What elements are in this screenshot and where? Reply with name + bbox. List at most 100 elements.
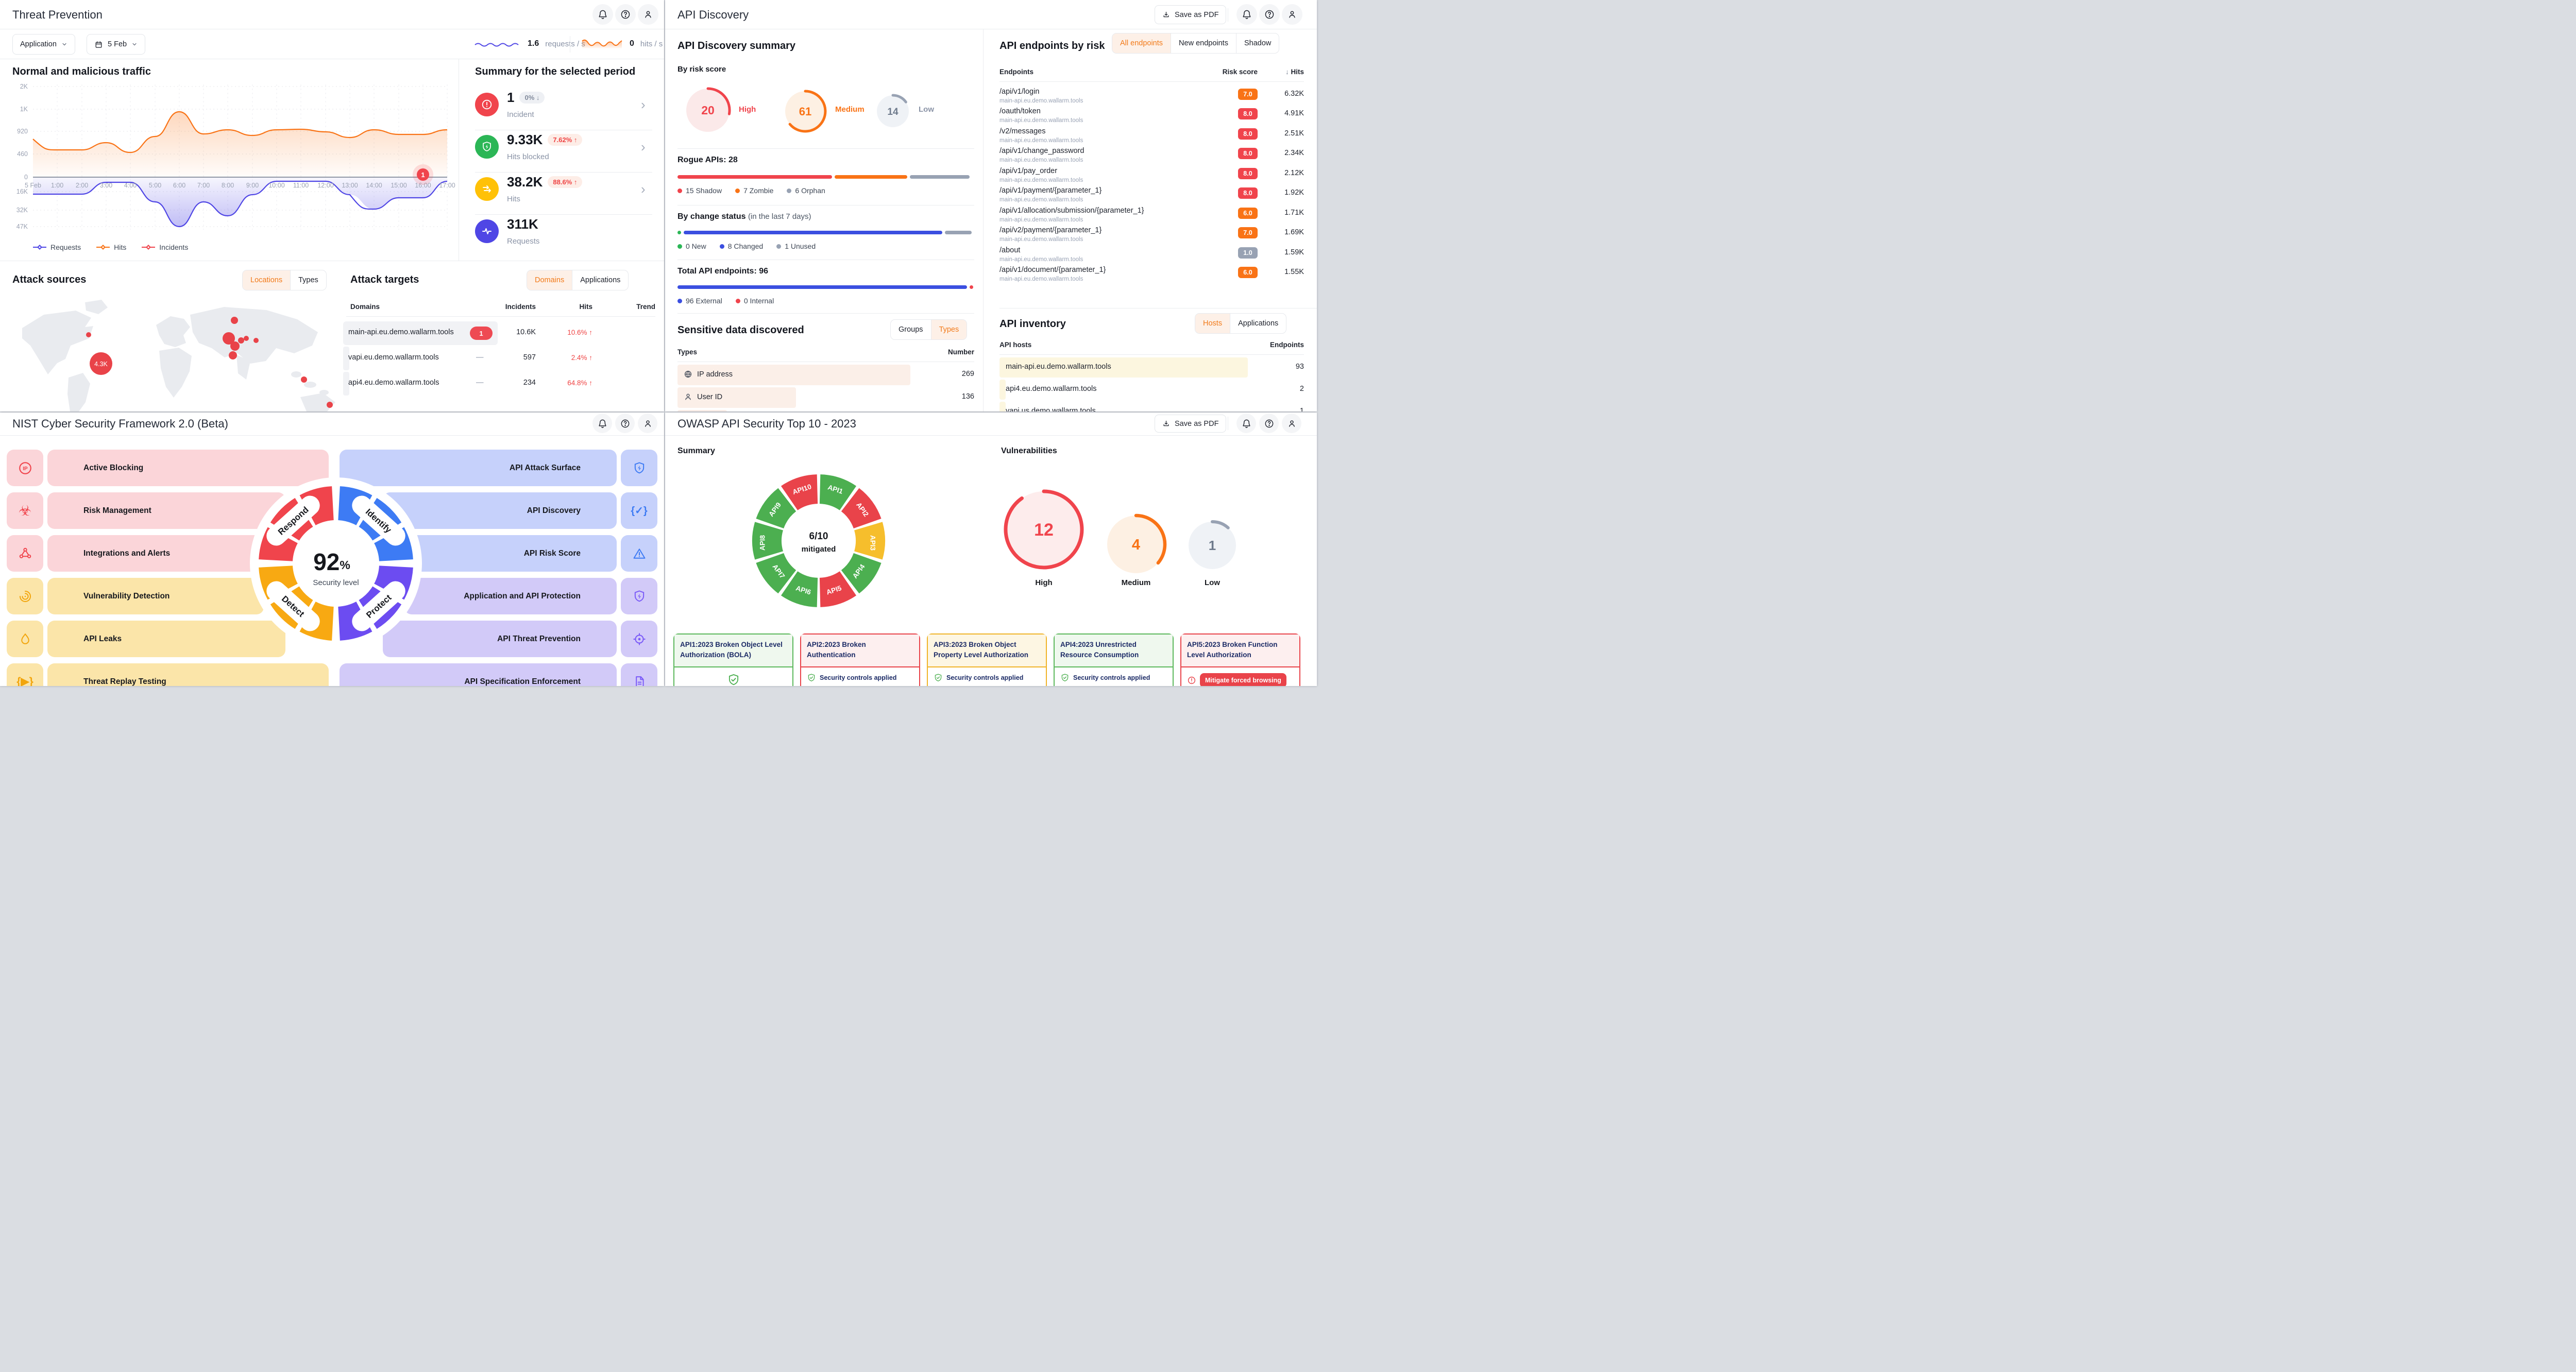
inventory-row[interactable]: main-api.eu.demo.wallarm.tools 93: [999, 357, 1304, 378]
hits-rate-value: 0: [630, 39, 634, 48]
vuln-low-label: Low: [1205, 578, 1220, 587]
target-trend: 2.4% ↑: [571, 354, 592, 362]
help-button[interactable]: [1259, 414, 1279, 433]
risk-medium-donut: 61: [785, 90, 827, 133]
tab-applications[interactable]: Applications: [1230, 314, 1286, 333]
attack-source-dots[interactable]: 4.3K: [86, 317, 333, 408]
tab-hosts[interactable]: Hosts: [1195, 314, 1230, 333]
svg-text:0: 0: [24, 174, 28, 181]
card-status: Security controls applied: [946, 674, 1024, 681]
sensitive-row-ip[interactable]: IP address 269: [677, 365, 974, 385]
nist-item-risk-management[interactable]: Risk Management: [47, 492, 285, 529]
help-icon: [621, 10, 630, 19]
profile-button[interactable]: [1282, 4, 1302, 25]
inventory-count: 1: [1299, 407, 1304, 411]
nist-item-api-discovery[interactable]: API Discovery: [383, 492, 617, 529]
risk-score-label: By risk score: [677, 65, 726, 74]
endpoints-tabs: All endpoints New endpoints Shadow: [1112, 33, 1280, 54]
tab-groups[interactable]: Groups: [899, 325, 923, 334]
target-incidents: 10.6K: [516, 328, 536, 336]
nist-item-threat-replay[interactable]: Threat Replay Testing: [47, 663, 329, 686]
nist-item-api-attack-surface[interactable]: API Attack Surface: [340, 450, 617, 486]
security-score: 92%: [313, 548, 350, 575]
summary-item-incident[interactable]: 1 0% ↓ Incident ›: [475, 88, 652, 130]
risk-low-label: Low: [919, 105, 934, 114]
help-button[interactable]: [615, 4, 636, 25]
attack-sources-map: 4.3K: [22, 300, 335, 411]
sensitive-row-userid[interactable]: User ID 136: [677, 387, 974, 408]
tab-types[interactable]: Types: [930, 320, 967, 339]
svg-text:4:00: 4:00: [124, 182, 137, 189]
tab-shadow[interactable]: Shadow: [1235, 33, 1279, 53]
security-score-label: Security level: [313, 578, 359, 587]
owasp-card-api1[interactable]: API1:2023 Broken Object Level Authorizat…: [673, 633, 793, 686]
help-button[interactable]: [615, 414, 635, 433]
vulnerabilities-label: Vulnerabilities: [1001, 447, 1057, 455]
target-trend: 64.8% ↑: [567, 379, 592, 387]
nist-item-api-leaks[interactable]: API Leaks: [47, 621, 285, 657]
tab-types[interactable]: Types: [290, 270, 326, 290]
owasp-card-api3[interactable]: API3:2023 Broken Object Property Level A…: [927, 633, 1047, 686]
application-filter[interactable]: Application: [12, 34, 75, 55]
tab-applications[interactable]: Applications: [572, 270, 628, 290]
svg-text:1K: 1K: [20, 106, 28, 113]
svg-text:4: 4: [1132, 537, 1140, 553]
sensitive-row-password[interactable]: Password 55: [677, 410, 974, 411]
help-button[interactable]: [1259, 4, 1280, 25]
traffic-chart: 2K 1K 920 460 0 16K 32K 47K 5 Feb 1:00 2:0…: [16, 83, 455, 230]
attack-target-row[interactable]: vapi.eu.demo.wallarm.tools — 597 2.4% ↑: [343, 347, 658, 370]
nist-item-api-threat-prevention[interactable]: API Threat Prevention: [383, 621, 617, 657]
nist-item-active-blocking[interactable]: Active Blocking: [47, 450, 329, 486]
profile-button[interactable]: [1282, 414, 1301, 433]
attack-target-row[interactable]: main-api.eu.demo.wallarm.tools 1 10.6K 1…: [343, 321, 658, 345]
owasp-card-api5[interactable]: API5:2023 Broken Function Level Authoriz…: [1180, 633, 1300, 686]
col-hits-sorted[interactable]: ↓ Hits: [1285, 68, 1304, 76]
nist-item-app-api-protection[interactable]: Application and API Protection: [404, 578, 617, 614]
nist-item-api-risk-score[interactable]: API Risk Score: [404, 535, 617, 572]
save-pdf-button[interactable]: Save as PDF: [1155, 415, 1227, 433]
attack-sources-title: Attack sources: [12, 274, 87, 285]
inventory-count: 93: [1295, 363, 1304, 371]
save-pdf-button[interactable]: Save as PDF: [1155, 5, 1227, 24]
incident-marker[interactable]: 1: [413, 164, 433, 185]
notifications-button[interactable]: [1236, 414, 1256, 433]
owasp-card-api4[interactable]: API4:2023 Unrestricted Resource Consumpt…: [1054, 633, 1174, 686]
replay-braces-icon: {▶}: [16, 676, 33, 686]
hits-blocked-label: Hits blocked: [507, 152, 549, 161]
api-discovery-icon-box: {✓}: [621, 492, 657, 529]
inventory-row[interactable]: vapi.us.demo.wallarm.tools 1: [999, 402, 1304, 411]
profile-button[interactable]: [638, 414, 657, 433]
summary-item-hits[interactable]: 38.2K 88.6% ↑ Hits ›: [475, 172, 652, 214]
tab-all-endpoints[interactable]: All endpoints: [1112, 33, 1171, 53]
incident-dash: —: [476, 353, 484, 362]
svg-text:14:00: 14:00: [366, 182, 382, 189]
notifications-button[interactable]: [1236, 4, 1257, 25]
owasp-card-api2[interactable]: API2:2023 Broken Authentication Security…: [800, 633, 920, 686]
tab-domains[interactable]: Domains: [527, 270, 572, 290]
legend-requests[interactable]: Requests: [33, 243, 81, 251]
date-filter[interactable]: 5 Feb: [87, 34, 146, 55]
shield-bolt-icon: [634, 461, 644, 473]
attack-target-row[interactable]: api4.eu.demo.wallarm.tools — 234 64.8% ↑: [343, 372, 658, 396]
col-risk-score: Risk score: [1222, 68, 1258, 76]
page-title: OWASP API Security Top 10 - 2023: [677, 417, 856, 430]
legend-incidents[interactable]: Incidents: [142, 243, 188, 251]
legend-hits[interactable]: Hits: [96, 243, 126, 251]
requests-sparkline: [474, 43, 519, 47]
nist-item-integrations[interactable]: Integrations and Alerts: [47, 535, 264, 572]
document-icon: [635, 676, 644, 686]
summary-item-hits-blocked[interactable]: 9.33K 7.62% ↑ Hits blocked ›: [475, 130, 652, 172]
nist-item-api-spec-enforcement[interactable]: API Specification Enforcement: [340, 663, 617, 686]
tab-new-endpoints[interactable]: New endpoints: [1171, 33, 1236, 53]
inventory-row[interactable]: api4.eu.demo.wallarm.tools 2: [999, 380, 1304, 400]
svg-text:12:00: 12:00: [317, 182, 333, 189]
nist-item-vulnerability-detection[interactable]: Vulnerability Detection: [47, 578, 264, 614]
notifications-button[interactable]: [592, 4, 613, 25]
mitigate-button[interactable]: Mitigate forced browsing: [1200, 673, 1286, 686]
tab-locations[interactable]: Locations: [243, 270, 291, 290]
hits-delta: 88.6% ↑: [548, 176, 583, 188]
profile-button[interactable]: [638, 4, 658, 25]
hits-label: Hits: [507, 195, 520, 203]
traffic-chart-title: Normal and malicious traffic: [12, 66, 151, 77]
notifications-button[interactable]: [592, 414, 612, 433]
